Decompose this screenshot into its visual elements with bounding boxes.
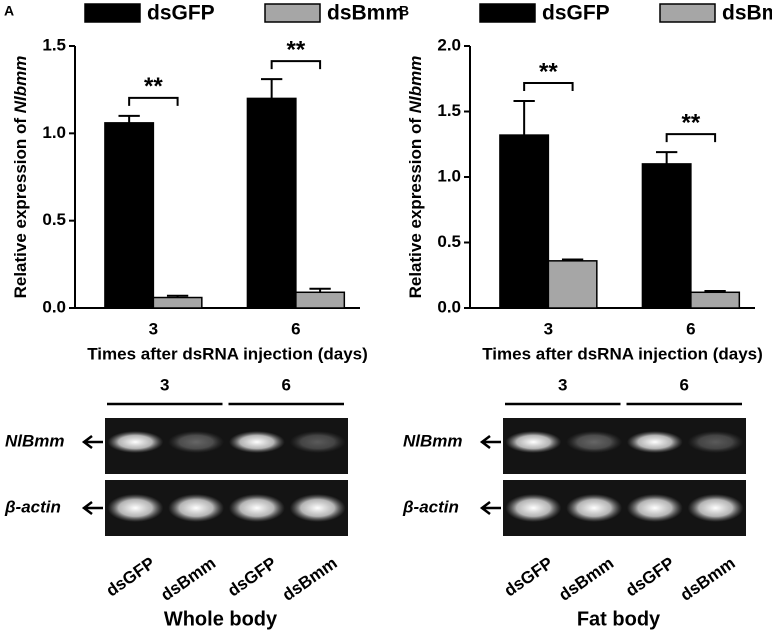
- legend-swatch: [659, 3, 716, 23]
- x-axis-label: Times after dsRNA injection (days): [482, 344, 763, 363]
- y-tick-label: 0.0: [42, 297, 66, 316]
- gel-band: [107, 494, 164, 522]
- significance-bracket: [270, 60, 322, 70]
- significance-label: **: [682, 109, 701, 136]
- y-axis-label-gene: Nlbmm: [406, 56, 425, 114]
- x-tick-label: 6: [291, 319, 300, 338]
- legend-swatch: [84, 3, 141, 23]
- row-arrow: [479, 501, 501, 515]
- row-label: β-actin: [402, 497, 459, 516]
- gel-band: [168, 494, 225, 522]
- gel-band: [566, 494, 623, 522]
- bar: [690, 291, 741, 309]
- lane-label: dsBmm: [555, 553, 617, 604]
- row-arrow: [81, 501, 103, 515]
- gel-band: [505, 431, 562, 453]
- y-axis-label-text: Relative expression of: [406, 113, 425, 298]
- panel-label: B: [399, 3, 409, 19]
- significance-bracket: [128, 96, 179, 106]
- bar: [152, 296, 203, 309]
- y-tick-label: 1.5: [437, 101, 461, 120]
- y-tick-label: 2.0: [437, 35, 461, 54]
- gel-band: [228, 431, 285, 453]
- group-label: 3: [160, 375, 169, 394]
- gel-band: [505, 494, 562, 522]
- legend-label: dsGFP: [542, 2, 610, 25]
- y-axis-label-text: Relative expression of: [11, 113, 30, 298]
- y-tick-label: 0.5: [437, 232, 461, 251]
- group-label: 3: [558, 375, 567, 394]
- gel-band: [289, 494, 346, 522]
- bar: [641, 163, 692, 309]
- lane-label: dsBmm: [157, 553, 219, 604]
- bar: [295, 291, 346, 309]
- y-tick-label: 1.5: [42, 35, 66, 54]
- x-tick-label: 3: [149, 319, 158, 338]
- gel-band: [228, 494, 285, 522]
- row-label: NlBmm: [403, 431, 463, 450]
- lane-label: dsGFP: [501, 553, 557, 600]
- row-arrow: [81, 435, 103, 449]
- significance-label: **: [539, 58, 558, 85]
- bar: [547, 260, 598, 309]
- significance-bracket: [665, 133, 717, 143]
- legend-label: dsBmm: [722, 2, 772, 25]
- legend-swatch: [479, 3, 536, 23]
- y-tick-label: 0.5: [42, 210, 66, 229]
- lane-label: dsGFP: [622, 553, 678, 600]
- bar: [499, 134, 550, 309]
- gel-band: [687, 431, 744, 453]
- x-axis-label: Times after dsRNA injection (days): [87, 344, 368, 363]
- x-tick-label: 6: [686, 319, 695, 338]
- significance-label: **: [144, 73, 163, 100]
- panel-label: A: [4, 3, 14, 19]
- gel-band: [566, 431, 623, 453]
- x-tick-label: 3: [544, 319, 553, 338]
- gel-band: [168, 431, 225, 453]
- lane-label: dsGFP: [103, 553, 159, 600]
- gel-band: [626, 494, 683, 522]
- y-tick-label: 1.0: [437, 166, 461, 185]
- group-label: 6: [282, 375, 291, 394]
- group-label: 6: [680, 375, 689, 394]
- y-axis-label-gene: Nlbmm: [11, 56, 30, 114]
- gel-caption: Whole body: [164, 608, 278, 630]
- legend-swatch: [264, 3, 321, 23]
- lane-label: dsGFP: [224, 553, 280, 600]
- y-axis-label: Relative expression of Nlbmm: [406, 56, 425, 299]
- bar: [104, 122, 155, 309]
- gel-caption: Fat body: [577, 608, 661, 630]
- row-arrow: [479, 435, 501, 449]
- bar: [246, 97, 297, 309]
- y-axis-label: Relative expression of Nlbmm: [11, 56, 30, 299]
- legend-label: dsGFP: [147, 2, 215, 25]
- y-tick-label: 0.0: [437, 297, 461, 316]
- lane-label: dsBmm: [677, 553, 739, 604]
- gel-band: [687, 494, 744, 522]
- row-label: β-actin: [4, 497, 61, 516]
- row-label: NlBmm: [5, 431, 65, 450]
- gel-band: [626, 431, 683, 453]
- lane-label: dsBmm: [279, 553, 341, 604]
- significance-label: **: [287, 37, 306, 64]
- y-tick-label: 1.0: [42, 123, 66, 142]
- gel-band: [289, 431, 346, 453]
- significance-bracket: [523, 82, 574, 92]
- gel-band: [107, 431, 164, 453]
- legend-label: dsBmm: [327, 2, 404, 25]
